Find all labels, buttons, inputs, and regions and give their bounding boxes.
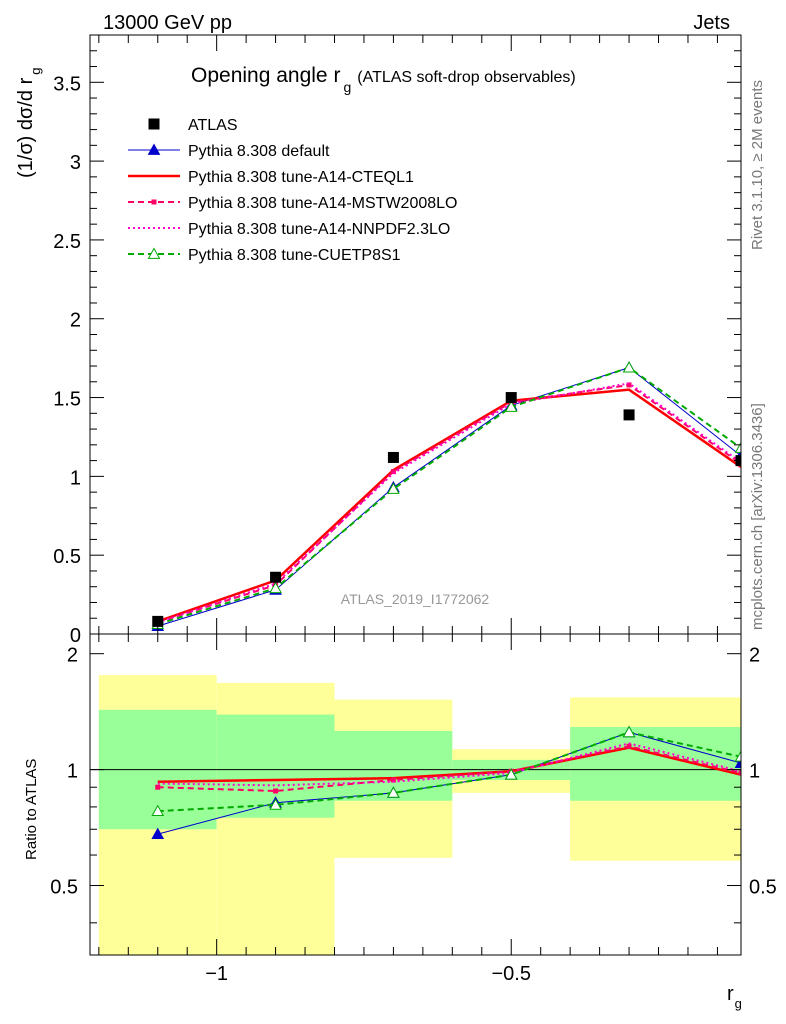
atlas-point-4 xyxy=(623,409,635,421)
rivet-label: Rivet 3.1.10, ≥ 2M events xyxy=(749,80,766,250)
ratio-point-4-5 xyxy=(734,750,741,762)
plot-title-main: Opening angle r xyxy=(191,64,340,87)
main-ytick-label: 3.5 xyxy=(53,73,81,95)
header-left: 13000 GeV pp xyxy=(103,12,232,34)
x-tick-label: −0.5 xyxy=(491,963,530,985)
ratio-point-2-0 xyxy=(155,784,161,790)
uncertainty-band-inner-4 xyxy=(570,727,688,801)
ratio-point-4-0 xyxy=(151,804,165,817)
main-ylabel-main: (1/σ) dσ/d r xyxy=(15,77,37,178)
main-ytick-label: 3 xyxy=(70,152,81,174)
series-point-4-4 xyxy=(622,361,636,373)
legend-marker-2 xyxy=(151,199,157,205)
x-axis-label: rg xyxy=(727,983,742,1011)
main-ytick-label: 0.5 xyxy=(53,546,81,568)
ratio-point-2-5 xyxy=(738,770,741,776)
legend-label-0: Pythia 8.308 default xyxy=(188,143,330,160)
ratio-point-4-4 xyxy=(622,725,636,738)
main-panel: 0 0.5 1 1.5 2 2.5 3 3.5 ATLAS_2019_I1772062 Ope… xyxy=(15,34,742,647)
atlas-point-0 xyxy=(152,615,164,627)
ratio-line-2 xyxy=(157,745,741,792)
ratio-series-group xyxy=(90,675,741,955)
ratio-ytick-label-right: 2 xyxy=(749,645,760,667)
ratio-point-0-0 xyxy=(151,827,165,839)
plot-title-tail: (ATLAS soft-drop observables) xyxy=(357,69,575,86)
ratio-line-0 xyxy=(157,731,741,835)
ratio-panel: 0.5 0.5 1 1 2 2 −1 −0.5 Ratio to ATLAS rg xyxy=(23,633,777,1011)
mcplots-label: mcplots.cern.ch [arXiv:1306.3436] xyxy=(749,403,766,630)
header-right: Jets xyxy=(693,12,730,34)
series-line-0 xyxy=(157,367,741,627)
legend-label-3: Pythia 8.308 tune-A14-NNPDF2.3LO xyxy=(188,221,450,238)
main-ytick-label: 0 xyxy=(70,625,81,647)
main-ytick-label: 2 xyxy=(70,310,81,332)
main-series-group xyxy=(151,361,741,632)
ratio-point-2-4 xyxy=(626,743,632,749)
series-line-4 xyxy=(157,366,741,626)
series-line-1 xyxy=(157,388,741,623)
legend-label-4: Pythia 8.308 tune-CUETP8S1 xyxy=(188,247,401,264)
x-tick-label: −1 xyxy=(205,963,228,985)
main-ytick-label: 1.5 xyxy=(53,389,81,411)
plot-title-sub: g xyxy=(343,79,351,95)
legend-label-2: Pythia 8.308 tune-A14-MSTW2008LO xyxy=(188,195,457,212)
main-ylabel-sub: g xyxy=(28,68,43,75)
legend: ATLAS Pythia 8.308 default Pythia 8.308 tu… xyxy=(128,117,457,264)
ratio-ytick-label-left: 2 xyxy=(67,645,78,667)
ratio-point-4-2 xyxy=(387,786,400,798)
ratio-point-2-2 xyxy=(390,777,396,783)
main-ytick-label: 1 xyxy=(70,467,81,489)
ratio-ytick-label-left: 0.5 xyxy=(50,877,78,899)
ratio-ytick-label-right: 0.5 xyxy=(749,877,777,899)
x-axis-label-main: r xyxy=(727,983,734,1005)
ratio-point-4-3 xyxy=(504,768,518,780)
x-axis-label-sub: g xyxy=(735,996,742,1011)
atlas-point-1 xyxy=(270,571,282,583)
legend-atlas-marker xyxy=(148,118,160,130)
atlas-point-2 xyxy=(387,451,399,463)
atlas-point-3 xyxy=(505,392,517,404)
legend-marker-4 xyxy=(147,247,161,259)
series-line-3 xyxy=(157,382,741,624)
legend-label-atlas: ATLAS xyxy=(188,117,238,134)
ratio-ytick-label-right: 1 xyxy=(749,761,760,783)
legend-marker-0 xyxy=(147,143,161,155)
main-ytick-label: 2.5 xyxy=(53,231,81,253)
plot-title: Opening angle r g (ATLAS soft-drop observa… xyxy=(191,64,576,95)
main-ylabel: (1/σ) dσ/d r g xyxy=(15,68,43,179)
series-point-4-2 xyxy=(387,482,400,494)
series-point-4-1 xyxy=(269,581,282,594)
ratio-point-2-1 xyxy=(273,788,279,794)
ratio-point-4-1 xyxy=(269,798,282,810)
analysis-watermark: ATLAS_2019_I1772062 xyxy=(341,591,490,607)
legend-label-1: Pythia 8.308 tune-A14-CTEQL1 xyxy=(188,169,414,186)
series-line-2 xyxy=(157,383,741,624)
ratio-ytick-label-left: 1 xyxy=(67,761,78,783)
ratio-frame xyxy=(89,633,742,956)
series-point-2-4 xyxy=(626,382,632,388)
series-point-2-2 xyxy=(390,469,396,475)
series-point-4-3 xyxy=(504,400,518,412)
ratio-ylabel: Ratio to ATLAS xyxy=(23,759,40,860)
